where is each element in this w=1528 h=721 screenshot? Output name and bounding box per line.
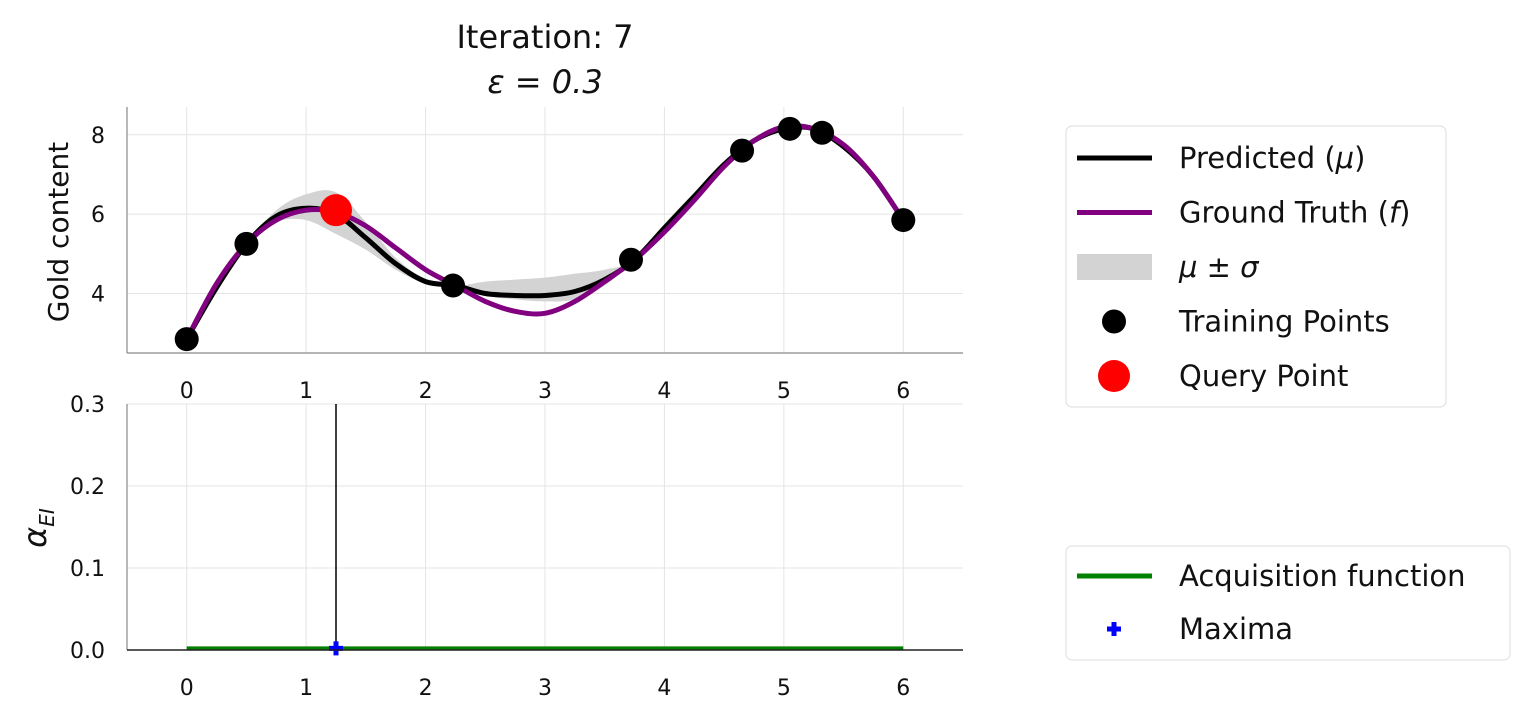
legend-label: Maxima xyxy=(1179,612,1293,646)
top-x-tick-label: 3 xyxy=(538,379,552,404)
training-point xyxy=(234,231,259,256)
bottom-y-tick-label: 0.1 xyxy=(70,557,105,582)
top-x-tick-label: 1 xyxy=(299,379,313,404)
bottom-x-tick-label: 4 xyxy=(657,676,671,701)
legend-label: μ ± σ xyxy=(1178,250,1260,284)
legend-marker-bigdot xyxy=(1098,360,1130,392)
bottom-y-axis-label: αEI xyxy=(16,508,59,548)
query-point xyxy=(320,194,352,227)
legend-marker-patch xyxy=(1077,254,1152,280)
bottom-plot: 0 1 2 3 4 5 6 0.0 0.1 0.2 0.3 αEI xyxy=(16,393,963,701)
legend-top-box xyxy=(1065,125,1447,408)
legend-label: Training Points xyxy=(1178,305,1390,339)
bottom-y-tick-label: 0.3 xyxy=(70,393,105,418)
bottom-y-tick-label: 0.0 xyxy=(70,639,105,664)
bottom-lines xyxy=(186,404,904,656)
training-point xyxy=(441,273,466,298)
bottom-ticks: 0 1 2 3 4 5 6 0.0 0.1 0.2 0.3 xyxy=(70,393,910,701)
bottom-axes xyxy=(126,404,963,651)
bottom-x-tick-label: 2 xyxy=(419,676,433,701)
legend-top: Predicted (μ) Ground Truth (f) μ ± σ Traini… xyxy=(1065,125,1447,408)
legend-marker-plus xyxy=(1107,622,1121,636)
top-x-tick-label: 5 xyxy=(777,379,791,404)
top-y-axis-label: Gold content xyxy=(42,142,75,323)
top-y-tick-label: 6 xyxy=(91,203,105,228)
top-x-tick-label: 0 xyxy=(180,379,194,404)
top-x-tick-label: 2 xyxy=(419,379,433,404)
top-ticks: 0 1 2 3 4 5 6 4 6 8 xyxy=(91,124,910,404)
bottom-x-tick-label: 6 xyxy=(896,676,910,701)
training-point xyxy=(810,120,835,145)
top-y-tick-label: 4 xyxy=(91,282,105,307)
top-points xyxy=(174,116,916,352)
bottom-y-label-main: α xyxy=(16,527,54,548)
legend-label: Query Point xyxy=(1179,359,1348,393)
top-plot: 0 1 2 3 4 5 6 4 6 8 Gold content xyxy=(42,107,963,404)
bottom-x-tick-label: 5 xyxy=(777,676,791,701)
training-point xyxy=(730,138,755,163)
maxima-marker xyxy=(329,641,343,656)
bottom-grid xyxy=(127,403,963,651)
chart-title-line1: Iteration: 7 xyxy=(456,18,633,56)
top-x-tick-label: 6 xyxy=(896,379,910,404)
training-point xyxy=(174,327,199,352)
legend-label: Ground Truth (f) xyxy=(1179,196,1410,230)
legend-label: Acquisition function xyxy=(1179,559,1466,593)
legend-marker-dot xyxy=(1102,309,1126,334)
legend-bottom: Acquisition function Maxima xyxy=(1065,545,1511,661)
top-y-tick-label: 8 xyxy=(91,124,105,149)
chart-title-line2: ε = 0.3 xyxy=(487,63,602,101)
bottom-x-tick-label: 3 xyxy=(538,676,552,701)
top-x-tick-label: 4 xyxy=(657,379,671,404)
bottom-y-label-sub: EI xyxy=(35,508,59,527)
training-point xyxy=(891,208,916,233)
bottom-x-tick-label: 0 xyxy=(180,676,194,701)
bottom-x-tick-label: 1 xyxy=(299,676,313,701)
legend-bottom-box xyxy=(1065,545,1511,661)
bottom-y-tick-label: 0.2 xyxy=(70,475,105,500)
training-point xyxy=(618,247,643,272)
legend-label: Predicted (μ) xyxy=(1179,141,1365,175)
top-axes xyxy=(126,107,963,354)
training-point xyxy=(777,116,802,141)
